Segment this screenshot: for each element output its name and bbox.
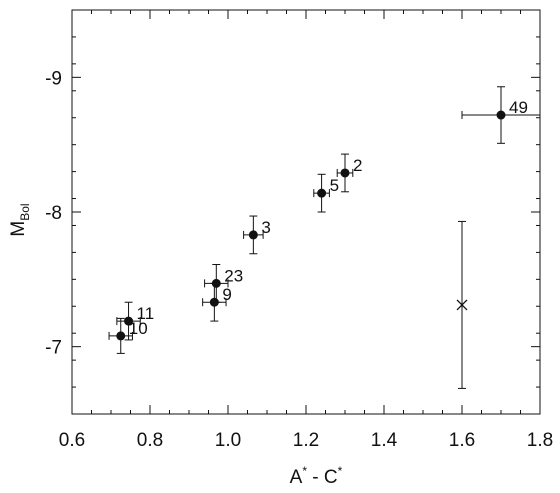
- point-label: 49: [509, 98, 528, 117]
- reference-errorbar: [456, 220, 468, 389]
- x-tick-label: 1.6: [449, 430, 475, 451]
- point-label: 2: [353, 156, 362, 175]
- x-tick-label: 1.4: [371, 430, 398, 451]
- point-label: 23: [224, 266, 243, 285]
- x-tick-label: 1.8: [527, 430, 553, 451]
- data-point-group: 3: [243, 215, 271, 255]
- x-tick-label: 0.6: [59, 430, 85, 451]
- y-tick-label: -9: [45, 68, 62, 89]
- x-axis-title: A* - C*: [290, 464, 343, 488]
- x-tick-label: 1.0: [215, 430, 241, 451]
- data-point: [248, 230, 258, 240]
- ref-x-marker: [456, 299, 468, 311]
- data-point: [124, 316, 134, 326]
- point-label: 9: [222, 285, 231, 304]
- data-point: [116, 331, 126, 341]
- data-point: [496, 110, 506, 120]
- data-point-group: 5: [313, 173, 339, 213]
- y-axis-title: MBol: [8, 203, 32, 236]
- y-tick-label: -7: [45, 338, 62, 359]
- point-label: 10: [129, 319, 148, 338]
- data-point-group: 49: [461, 86, 541, 144]
- x-tick-label: 0.8: [137, 430, 163, 451]
- plot-frame: [71, 9, 541, 415]
- point-label: 5: [330, 176, 339, 195]
- tick-labels: 0.6 0.8 1.0 1.2 1.4 1.6 1.8 -7 -8 -9: [45, 68, 553, 451]
- data-point-group: 2: [336, 153, 362, 193]
- axis-ticks: [71, 9, 541, 415]
- data-point-group: 11: [116, 301, 155, 341]
- data-point: [340, 168, 350, 178]
- point-label: 3: [261, 218, 270, 237]
- data-point: [317, 188, 327, 198]
- data-point: [211, 278, 221, 288]
- point-label: 11: [137, 304, 155, 323]
- data-point-group: 23: [204, 264, 243, 303]
- y-tick-label: -8: [45, 203, 62, 224]
- plot-border: [71, 9, 541, 415]
- x-tick-label: 1.2: [293, 430, 319, 451]
